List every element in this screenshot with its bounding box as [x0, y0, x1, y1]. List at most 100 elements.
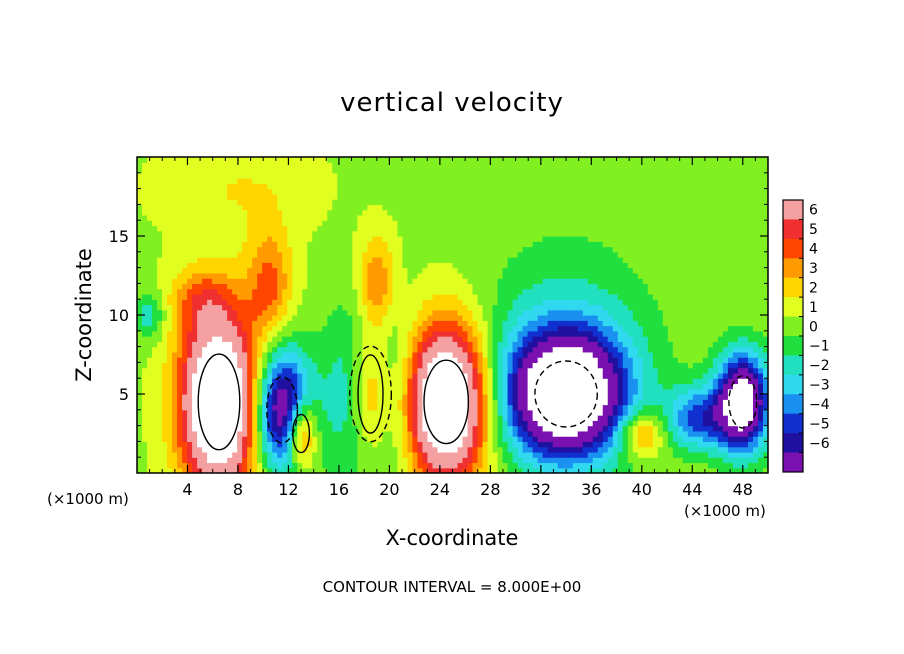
heatmap-cell: [542, 378, 549, 385]
heatmap-cell: [347, 320, 353, 327]
heatmap-cell: [257, 236, 263, 242]
heatmap-cell: [402, 236, 409, 242]
heatmap-cell: [507, 346, 514, 353]
heatmap-cell: [247, 330, 253, 337]
heatmap-cell: [547, 236, 554, 242]
heatmap-cell: [212, 172, 218, 179]
heatmap-cell: [467, 267, 474, 274]
heatmap-cell: [502, 167, 509, 174]
heatmap-cell: [332, 383, 338, 390]
heatmap-cell: [277, 420, 283, 427]
heatmap-cell: [332, 246, 338, 253]
heatmap-cell: [402, 430, 409, 437]
heatmap-cell: [337, 214, 343, 221]
heatmap-cell: [237, 425, 243, 432]
heatmap-cell: [517, 430, 524, 437]
heatmap-cell: [297, 457, 303, 464]
heatmap-cell: [142, 451, 148, 458]
heatmap-cell: [452, 451, 459, 458]
heatmap-cell: [537, 378, 544, 385]
heatmap-cell: [387, 278, 394, 284]
heatmap-cell: [457, 383, 464, 390]
heatmap-cell: [507, 293, 514, 300]
heatmap-cell: [382, 346, 388, 353]
heatmap-cell: [332, 251, 338, 258]
heatmap-cell: [342, 288, 348, 295]
heatmap-cell: [317, 183, 323, 190]
heatmap-cell: [182, 415, 188, 421]
heatmap-cell: [322, 409, 328, 416]
heatmap-cell: [507, 209, 514, 216]
heatmap-cell: [357, 251, 363, 258]
heatmap-cell: [457, 299, 464, 306]
heatmap-cell: [367, 315, 373, 321]
heatmap-cell: [402, 383, 409, 390]
heatmap-cell: [137, 415, 143, 421]
heatmap-cell: [462, 457, 469, 464]
heatmap-cell: [537, 193, 544, 200]
heatmap-cell: [147, 299, 153, 306]
heatmap-cell: [292, 341, 298, 348]
heatmap-cell: [307, 293, 313, 300]
heatmap-cell: [187, 441, 193, 448]
heatmap-cell: [432, 320, 439, 327]
heatmap-cell: [477, 420, 484, 427]
heatmap-cell: [232, 214, 238, 221]
heatmap-cell: [407, 293, 414, 300]
heatmap-cell: [147, 220, 153, 227]
heatmap-cell: [472, 288, 479, 295]
heatmap-cell: [427, 351, 434, 358]
heatmap-cell: [302, 436, 308, 442]
heatmap-cell: [532, 167, 539, 174]
heatmap-cell: [507, 251, 514, 258]
heatmap-cell: [542, 230, 549, 237]
heatmap-cell: [137, 346, 143, 353]
heatmap-cell: [467, 362, 474, 369]
heatmap-cell: [162, 172, 168, 179]
heatmap-cell: [507, 351, 514, 358]
heatmap-cell: [432, 325, 439, 332]
heatmap-cell: [197, 325, 203, 332]
heatmap-cell: [277, 315, 283, 321]
heatmap-cell: [347, 288, 353, 295]
heatmap-cell: [517, 325, 524, 332]
heatmap-cell: [417, 220, 424, 227]
heatmap-cell: [482, 346, 489, 353]
heatmap-cell: [402, 262, 409, 269]
heatmap-cell: [242, 425, 248, 432]
heatmap-cell: [212, 430, 218, 437]
heatmap-cell: [137, 157, 143, 163]
heatmap-cell: [387, 220, 394, 227]
heatmap-cell: [522, 383, 529, 390]
heatmap-cell: [292, 162, 298, 169]
heatmap-cell: [202, 467, 208, 473]
heatmap-cell: [452, 183, 459, 190]
heatmap-cell: [537, 283, 544, 290]
heatmap-cell: [257, 457, 263, 464]
heatmap-cell: [352, 409, 358, 416]
heatmap-cell: [497, 336, 504, 342]
heatmap-cell: [377, 372, 383, 379]
heatmap-cell: [432, 336, 439, 342]
heatmap-cell: [397, 272, 404, 279]
heatmap-cell: [217, 336, 223, 342]
heatmap-cell: [422, 425, 429, 432]
heatmap-cell: [302, 220, 308, 227]
heatmap-cell: [487, 262, 494, 269]
heatmap-cell: [412, 446, 419, 453]
heatmap-cell: [472, 362, 479, 369]
heatmap-cell: [182, 330, 188, 337]
heatmap-cell: [222, 357, 228, 363]
heatmap-cell: [407, 299, 414, 306]
heatmap-cell: [257, 241, 263, 248]
heatmap-cell: [382, 325, 388, 332]
heatmap-cell: [447, 304, 454, 311]
heatmap-cell: [442, 204, 449, 211]
heatmap-cell: [417, 288, 424, 295]
heatmap-cell: [422, 357, 429, 363]
heatmap-cell: [422, 299, 429, 306]
heatmap-cell: [262, 467, 268, 473]
heatmap-cell: [247, 267, 253, 274]
heatmap-cell: [432, 167, 439, 174]
heatmap-cell: [227, 383, 233, 390]
